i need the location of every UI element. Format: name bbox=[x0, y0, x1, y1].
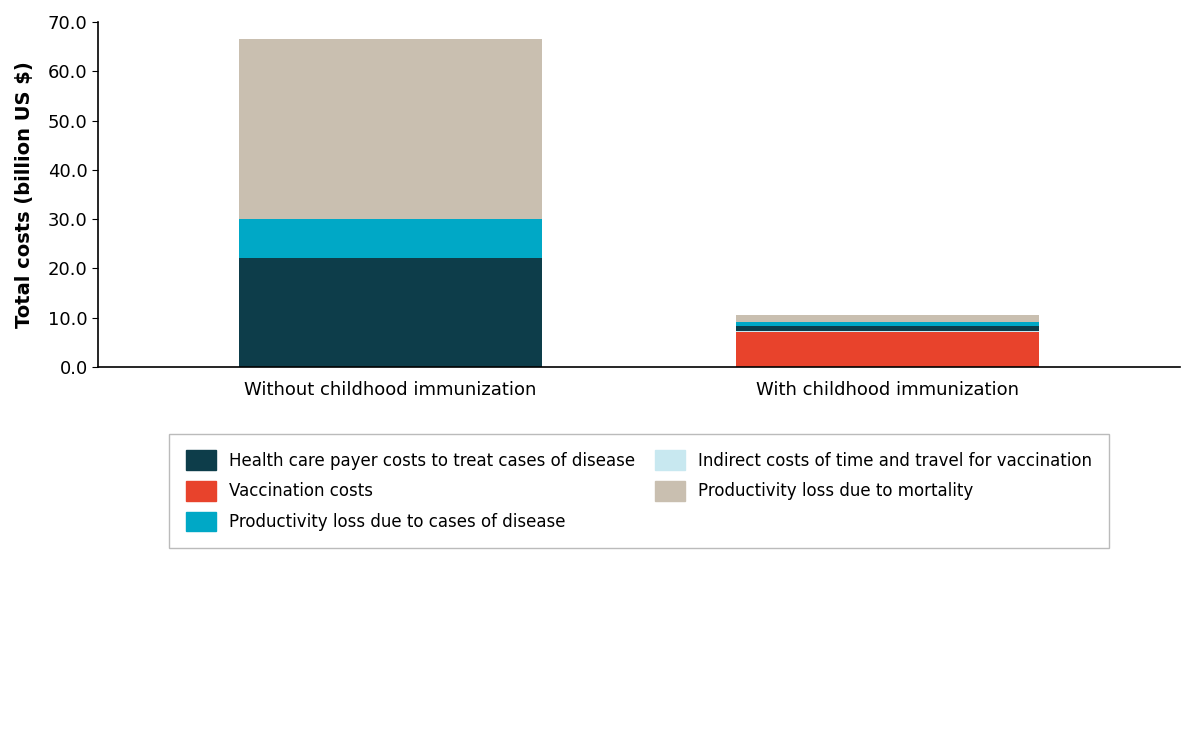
Bar bbox=[239, 219, 541, 259]
Legend: Health care payer costs to treat cases of disease, Vaccination costs, Productivi: Health care payer costs to treat cases o… bbox=[169, 434, 1109, 548]
Bar bbox=[737, 322, 1039, 326]
Bar bbox=[737, 330, 1039, 333]
Bar bbox=[737, 326, 1039, 330]
Y-axis label: Total costs (billion US $): Total costs (billion US $) bbox=[14, 61, 34, 328]
Bar bbox=[737, 333, 1039, 366]
Bar bbox=[239, 259, 541, 366]
Bar bbox=[239, 39, 541, 219]
Bar bbox=[737, 314, 1039, 322]
